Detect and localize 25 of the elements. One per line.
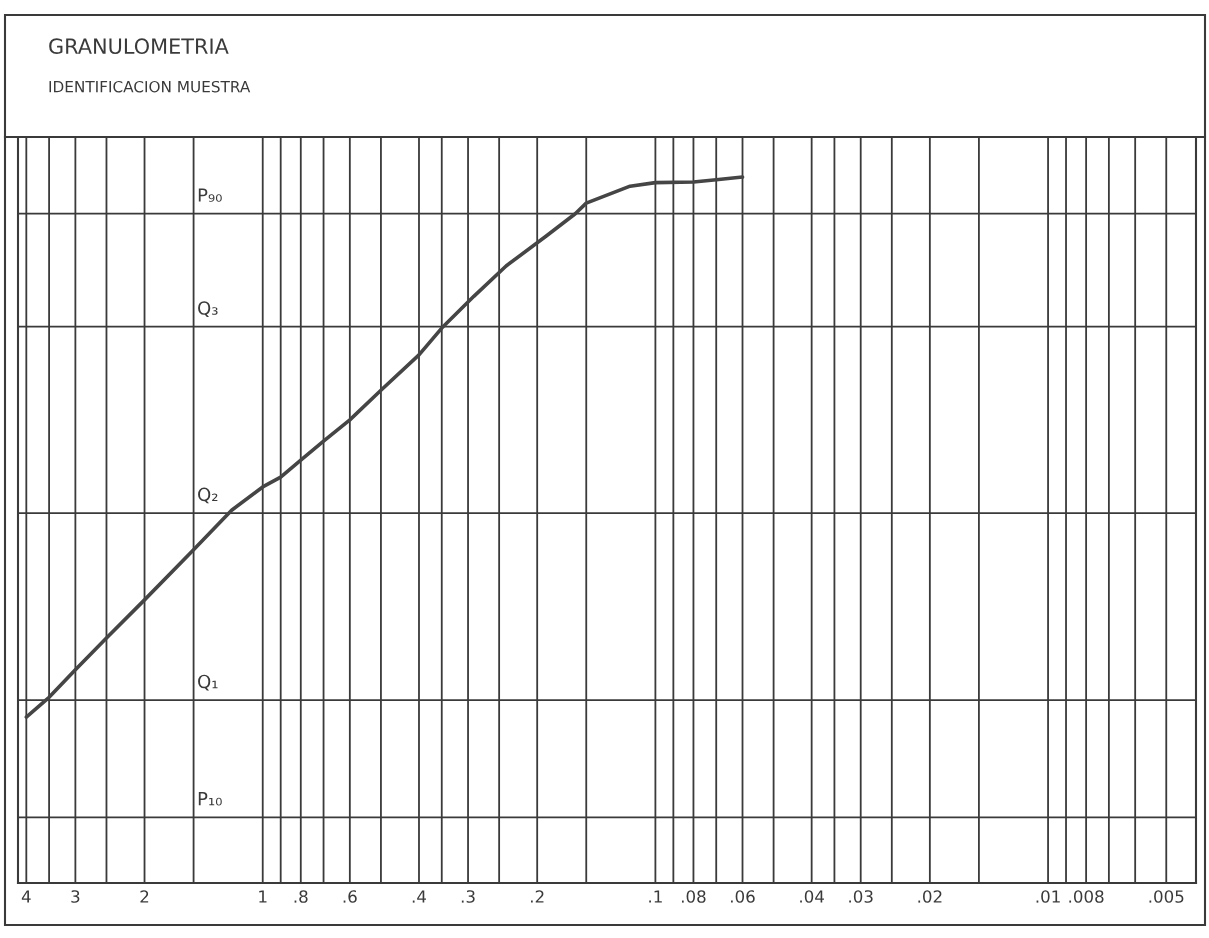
x-tick-label: 2 xyxy=(140,890,149,903)
ref-line-label: Q₂ xyxy=(198,487,218,504)
x-tick-label: .008 xyxy=(1069,890,1104,903)
chart-subtitle: IDENTIFICACION MUESTRA xyxy=(49,80,251,93)
ref-line-label: P₉₀ xyxy=(198,188,222,202)
chart-title: GRANULOMETRIA xyxy=(49,38,229,55)
x-tick-label: 4 xyxy=(21,890,31,903)
x-tick-label: .1 xyxy=(649,890,662,903)
x-tick-label: 3 xyxy=(71,890,80,903)
x-tick-label: .2 xyxy=(531,890,544,903)
x-tick-label: .6 xyxy=(343,890,357,903)
x-tick-label: .02 xyxy=(918,890,942,903)
x-tick-label: .04 xyxy=(800,890,824,903)
x-tick-label: .8 xyxy=(294,890,308,903)
x-tick-label: .4 xyxy=(412,890,426,903)
x-tick-label: 1 xyxy=(259,890,267,903)
x-tick-label: .01 xyxy=(1036,890,1060,903)
x-tick-label: .3 xyxy=(461,890,475,903)
x-tick-label: .03 xyxy=(849,890,873,903)
x-tick-label: .005 xyxy=(1149,890,1184,903)
x-tick-label: .08 xyxy=(681,890,706,903)
ref-line-label: Q₃ xyxy=(198,301,218,317)
ref-line-label: Q₁ xyxy=(198,674,218,691)
ref-line-label: P₁₀ xyxy=(198,792,222,806)
x-tick-label: .06 xyxy=(731,890,755,903)
